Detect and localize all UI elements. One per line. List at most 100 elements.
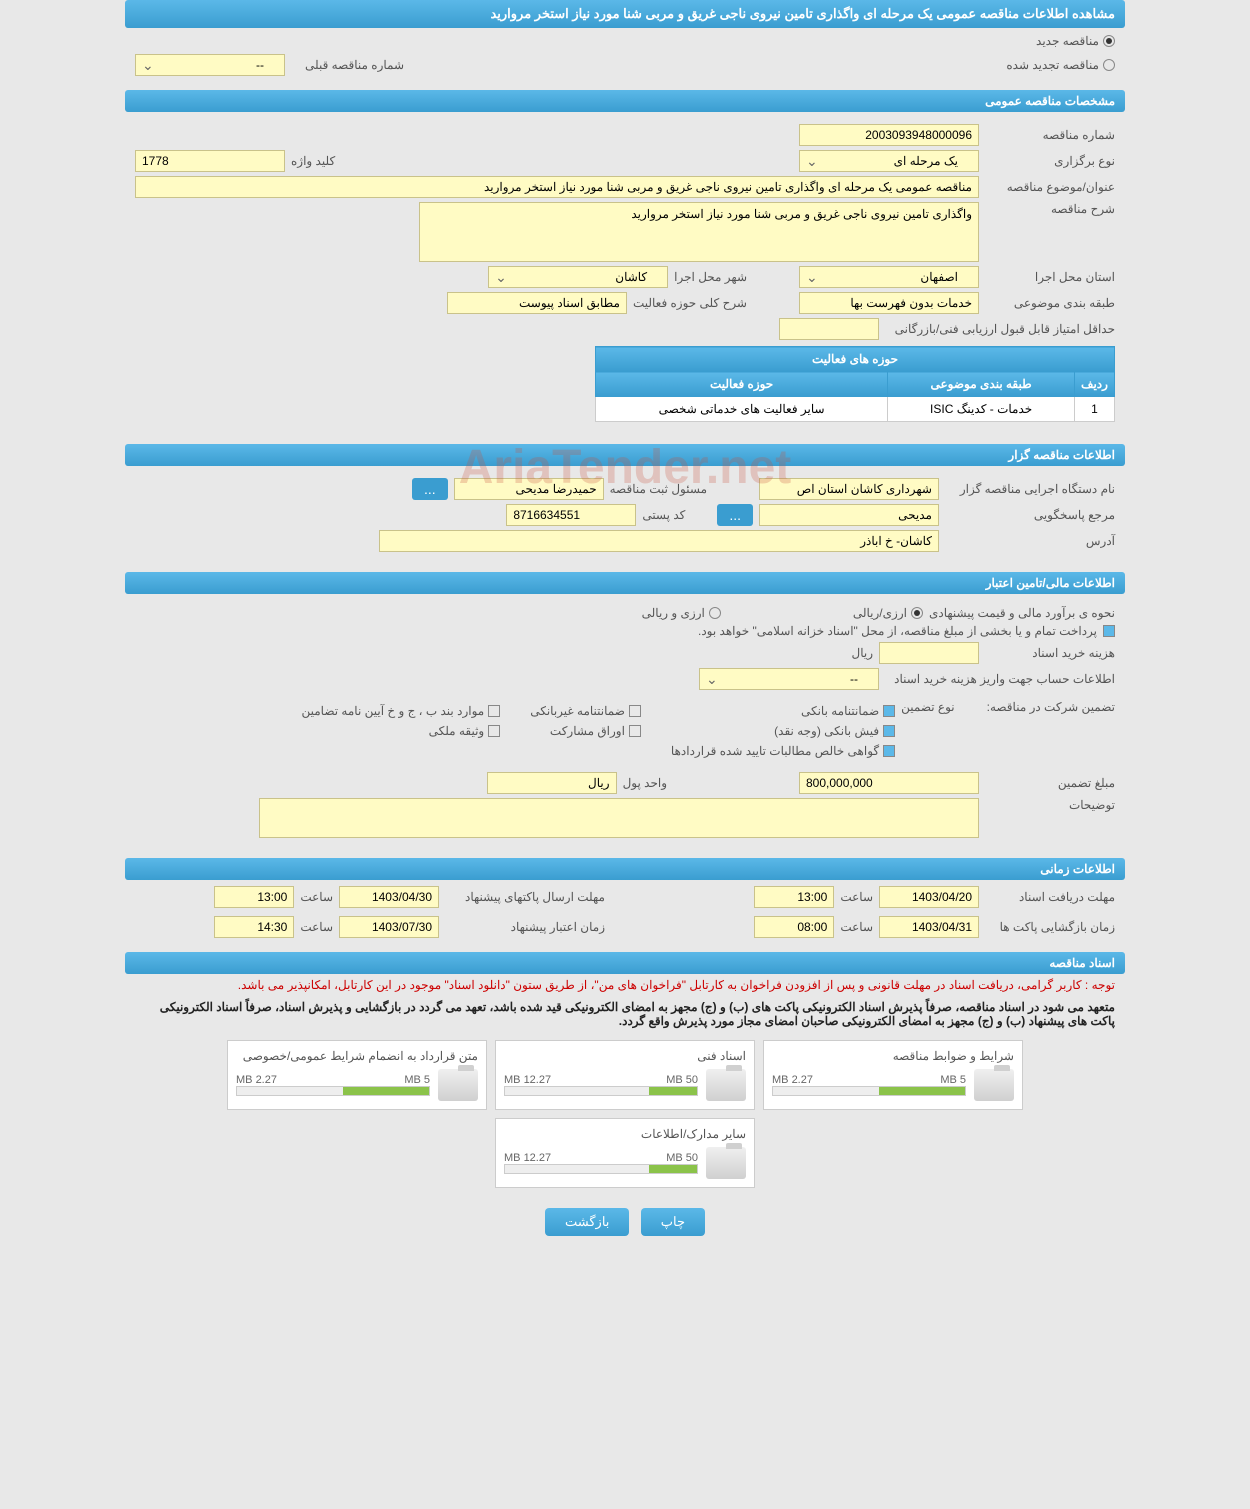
submit-date: 1403/04/30 bbox=[339, 886, 439, 908]
currency-field: ریال bbox=[487, 772, 617, 794]
radio-currency[interactable]: ارزی و ریالی bbox=[642, 606, 721, 620]
radio-icon bbox=[709, 607, 721, 619]
table-cell: سایر فعالیت های خدماتی شخصی bbox=[596, 397, 888, 422]
guarantee-amount-field: 800,000,000 bbox=[799, 772, 979, 794]
open-label: زمان بازگشایی پاکت ها bbox=[985, 920, 1115, 934]
progress-bar bbox=[504, 1164, 698, 1174]
checkbox-icon bbox=[629, 725, 641, 737]
radio-rial[interactable]: ارزی/ریالی bbox=[853, 606, 923, 620]
tender-no-label: شماره مناقصه bbox=[985, 128, 1115, 142]
submit-label: مهلت ارسال پاکتهای پیشنهاد bbox=[445, 890, 605, 904]
min-score-field[interactable] bbox=[779, 318, 879, 340]
city-select[interactable]: کاشان bbox=[488, 266, 668, 288]
check-cert[interactable]: گواهی خالص مطالبات تایید شده قراردادها bbox=[671, 744, 895, 758]
validity-date: 1403/07/30 bbox=[339, 916, 439, 938]
type-select[interactable]: یک مرحله ای bbox=[799, 150, 979, 172]
time-label: ساعت bbox=[840, 920, 873, 934]
check-cases[interactable]: موارد بند ب ، ج و خ آیین نامه تضامین bbox=[302, 704, 501, 718]
th-activity: حوزه فعالیت bbox=[596, 372, 888, 397]
check-property[interactable]: وثیقه ملکی bbox=[302, 724, 501, 738]
doc-size: 5 MB2.27 MB bbox=[236, 1074, 430, 1086]
doc-card[interactable]: سایر مدارک/اطلاعات 50 MB12.27 MB bbox=[495, 1118, 755, 1188]
estimate-label: نحوه ی برآورد مالی و قیمت پیشنهادی bbox=[929, 606, 1115, 620]
folder-icon bbox=[438, 1069, 478, 1101]
doc-title: سایر مدارک/اطلاعات bbox=[504, 1127, 746, 1141]
time-label: ساعت bbox=[300, 890, 333, 904]
table-cell: 1 bbox=[1075, 397, 1115, 422]
progress-bar bbox=[772, 1086, 966, 1096]
doc-title: شرایط و ضوابط مناقصه bbox=[772, 1049, 1014, 1063]
radio-currency-label: ارزی و ریالی bbox=[642, 606, 705, 620]
payment-checkbox[interactable] bbox=[1103, 625, 1115, 637]
folder-icon bbox=[706, 1147, 746, 1179]
contact-label: مرجع پاسخگویی bbox=[945, 508, 1115, 522]
time-label: ساعت bbox=[840, 890, 873, 904]
checkbox-icon bbox=[488, 705, 500, 717]
keyword-label: کلید واژه bbox=[291, 154, 335, 168]
reg-officer-label: مسئول ثبت مناقصه bbox=[610, 482, 707, 496]
check-cash[interactable]: فیش بانکی (وجه نقد) bbox=[671, 724, 895, 738]
checkbox-icon bbox=[629, 705, 641, 717]
radio-renewed-label: مناقصه تجدید شده bbox=[1006, 58, 1099, 72]
notes-textarea[interactable] bbox=[259, 798, 979, 838]
guarantee-label: تضمین شرکت در مناقصه: bbox=[987, 700, 1115, 714]
notice-dark: متعهد می شود در اسناد مناقصه، صرفاً پذیر… bbox=[125, 996, 1125, 1032]
table-cell: خدمات - کدینگ ISIC bbox=[888, 397, 1075, 422]
receive-time: 13:00 bbox=[754, 886, 834, 908]
check-bonds[interactable]: اوراق مشارکت bbox=[530, 724, 641, 738]
city-label: شهر محل اجرا bbox=[674, 270, 747, 284]
doc-cost-unit: ریال bbox=[851, 646, 873, 660]
min-score-label: حداقل امتیاز قابل قبول ارزیابی فنی/بازرگ… bbox=[885, 322, 1115, 336]
activity-desc-field: مطابق اسناد پیوست bbox=[447, 292, 627, 314]
doc-card[interactable]: متن قرارداد به انضمام شرایط عمومی/خصوصی … bbox=[227, 1040, 487, 1110]
doc-size: 50 MB12.27 MB bbox=[504, 1074, 698, 1086]
doc-card[interactable]: اسناد فنی 50 MB12.27 MB bbox=[495, 1040, 755, 1110]
activity-table: حوزه های فعالیت ردیف طبقه بندی موضوعی حو… bbox=[595, 346, 1115, 422]
prev-tender-select[interactable]: -- bbox=[135, 54, 285, 76]
print-button[interactable]: چاپ bbox=[641, 1208, 705, 1236]
org-label: نام دستگاه اجرایی مناقصه گزار bbox=[945, 482, 1115, 496]
check-bank[interactable]: ضمانتنامه بانکی bbox=[671, 704, 895, 718]
address-label: آدرس bbox=[945, 534, 1115, 548]
radio-rial-label: ارزی/ریالی bbox=[853, 606, 907, 620]
check-nonbank[interactable]: ضمانتنامه غیربانکی bbox=[530, 704, 641, 718]
folder-icon bbox=[974, 1069, 1014, 1101]
progress-bar bbox=[504, 1086, 698, 1096]
guarantee-amount-label: مبلغ تضمین bbox=[985, 776, 1115, 790]
notice-red: توجه : کاربر گرامی، دریافت اسناد در مهلت… bbox=[125, 974, 1125, 996]
radio-icon bbox=[911, 607, 923, 619]
more-button[interactable]: ... bbox=[412, 478, 448, 500]
address-field: کاشان- خ اباذر bbox=[379, 530, 939, 552]
section-timing: اطلاعات زمانی bbox=[125, 858, 1125, 880]
radio-new-tender[interactable]: مناقصه جدید bbox=[1036, 34, 1115, 48]
radio-renewed-tender[interactable]: مناقصه تجدید شده bbox=[1006, 58, 1115, 72]
activity-desc-label: شرح کلی حوزه فعالیت bbox=[633, 296, 747, 310]
radio-icon bbox=[1103, 59, 1115, 71]
section-financial: اطلاعات مالی/تامین اعتبار bbox=[125, 572, 1125, 594]
province-select[interactable]: اصفهان bbox=[799, 266, 979, 288]
doc-size: 5 MB2.27 MB bbox=[772, 1074, 966, 1086]
open-date: 1403/04/31 bbox=[879, 916, 979, 938]
doc-title: متن قرارداد به انضمام شرایط عمومی/خصوصی bbox=[236, 1049, 478, 1063]
subject-label: عنوان/موضوع مناقصه bbox=[985, 180, 1115, 194]
type-label: نوع برگزاری bbox=[985, 154, 1115, 168]
org-field: شهرداری کاشان استان اص bbox=[759, 478, 939, 500]
doc-card[interactable]: شرایط و ضوابط مناقصه 5 MB2.27 MB bbox=[763, 1040, 1023, 1110]
back-button[interactable]: بازگشت bbox=[545, 1208, 629, 1236]
prev-tender-label: شماره مناقصه قبلی bbox=[305, 58, 404, 72]
doc-cost-label: هزینه خرید اسناد bbox=[985, 646, 1115, 660]
contact-more-button[interactable]: ... bbox=[717, 504, 753, 526]
radio-icon bbox=[1103, 35, 1115, 47]
desc-label: شرح مناقصه bbox=[985, 202, 1115, 216]
doc-size: 50 MB12.27 MB bbox=[504, 1152, 698, 1164]
account-select[interactable]: -- bbox=[699, 668, 879, 690]
validity-label: زمان اعتبار پیشنهاد bbox=[445, 920, 605, 934]
time-label: ساعت bbox=[300, 920, 333, 934]
desc-textarea[interactable]: واگذاری تامین نیروی ناجی غریق و مربی شنا… bbox=[419, 202, 979, 262]
contact-field: مدیحی bbox=[759, 504, 939, 526]
receive-label: مهلت دریافت اسناد bbox=[985, 890, 1115, 904]
doc-cost-field[interactable] bbox=[879, 642, 979, 664]
currency-label: واحد پول bbox=[623, 776, 667, 790]
th-row: ردیف bbox=[1075, 372, 1115, 397]
checkbox-icon bbox=[488, 725, 500, 737]
